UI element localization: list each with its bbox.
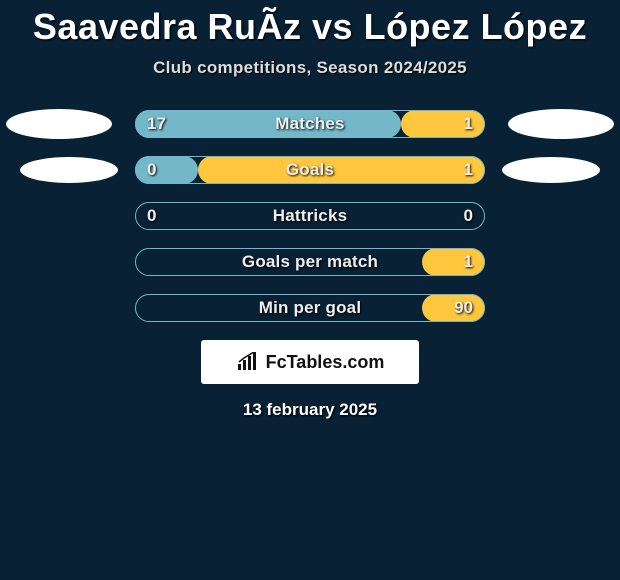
- stat-value-right: 90: [454, 294, 473, 322]
- stat-value-left: 0: [147, 202, 156, 230]
- stat-value-right: 0: [464, 202, 473, 230]
- player-badge-right: [502, 157, 600, 183]
- stat-value-left: 17: [147, 110, 166, 138]
- stat-row: Goals0 1: [0, 156, 620, 184]
- page-title: Saavedra RuÃ­z vs López López: [0, 0, 620, 48]
- stat-value-right: 1: [464, 156, 473, 184]
- comparison-infographic: Saavedra RuÃ­z vs López López Club compe…: [0, 0, 620, 580]
- stat-row: Matches17 1: [0, 110, 620, 138]
- stat-label: Goals: [135, 156, 485, 184]
- stat-value-left: 0: [147, 156, 156, 184]
- player-badge-left: [6, 109, 112, 139]
- stat-row: Hattricks0 0: [0, 202, 620, 230]
- stat-label: Min per goal: [135, 294, 485, 322]
- stat-bar: Matches17 1: [135, 110, 485, 138]
- stat-bar: Hattricks0 0: [135, 202, 485, 230]
- stat-value-right: 1: [464, 248, 473, 276]
- brand-text: FcTables.com: [266, 352, 385, 373]
- stat-rows: Matches171Goals01Hattricks00Goals per ma…: [0, 110, 620, 322]
- stat-bar: Min per goal90: [135, 294, 485, 322]
- date-text: 13 february 2025: [0, 400, 620, 420]
- stat-label: Matches: [135, 110, 485, 138]
- subtitle: Club competitions, Season 2024/2025: [0, 58, 620, 78]
- stat-row: Goals per match1: [0, 248, 620, 276]
- player-badge-left: [20, 157, 118, 183]
- stat-label: Hattricks: [135, 202, 485, 230]
- chart-icon: [236, 352, 260, 372]
- stat-value-right: 1: [464, 110, 473, 138]
- stat-label: Goals per match: [135, 248, 485, 276]
- brand-logo: FcTables.com: [201, 340, 419, 384]
- stat-bar: Goals0 1: [135, 156, 485, 184]
- stat-row: Min per goal90: [0, 294, 620, 322]
- player-badge-right: [508, 109, 614, 139]
- stat-bar: Goals per match1: [135, 248, 485, 276]
